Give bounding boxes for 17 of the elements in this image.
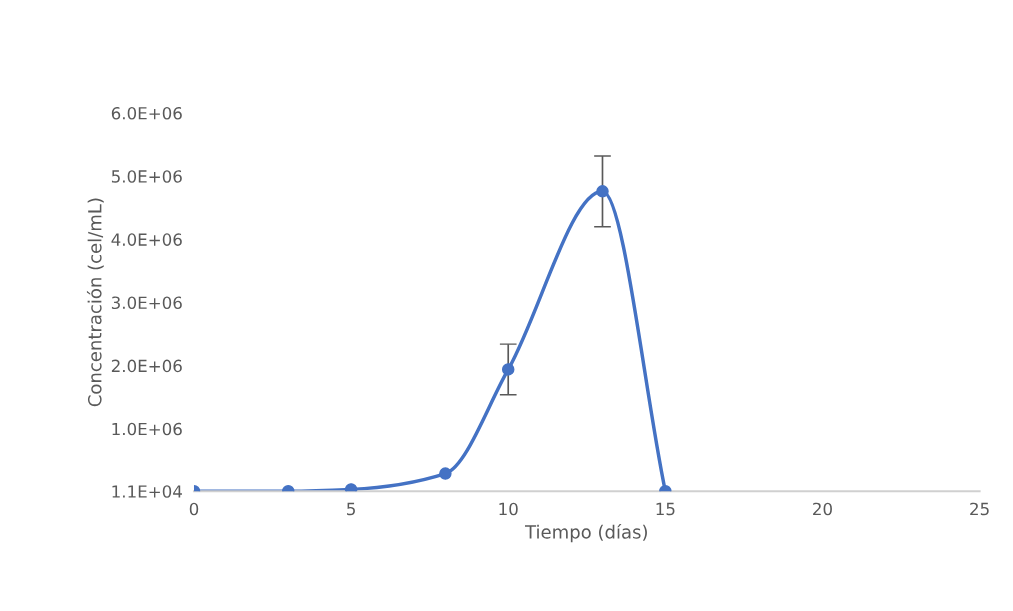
x-tick-label: 25 bbox=[970, 502, 989, 516]
point bbox=[596, 185, 609, 198]
y-tick-label: 3.0E+06 bbox=[111, 296, 182, 310]
x-tick-label: 5 bbox=[347, 502, 355, 516]
y-axis-title: Concentración (cel/mL) bbox=[86, 198, 104, 407]
x-tick-label: 20 bbox=[813, 502, 832, 516]
x-tick-label: 10 bbox=[499, 502, 518, 516]
y-tick-label: 4.0E+06 bbox=[111, 233, 182, 246]
y-tick-label: 6.0E+06 bbox=[111, 107, 182, 120]
x-tick-label: 0 bbox=[189, 502, 199, 516]
y-tick-label: 1.0E+06 bbox=[112, 422, 182, 436]
point bbox=[501, 363, 515, 376]
x-tick-label: 15 bbox=[656, 502, 675, 516]
y-tick-label: 2.0E+06 bbox=[111, 359, 182, 373]
y-tick-label: 5.0E+06 bbox=[111, 170, 182, 183]
y-tick-label: 1.1E+04 bbox=[112, 485, 182, 498]
x-axis-title: Tiempo (días) bbox=[524, 524, 647, 543]
